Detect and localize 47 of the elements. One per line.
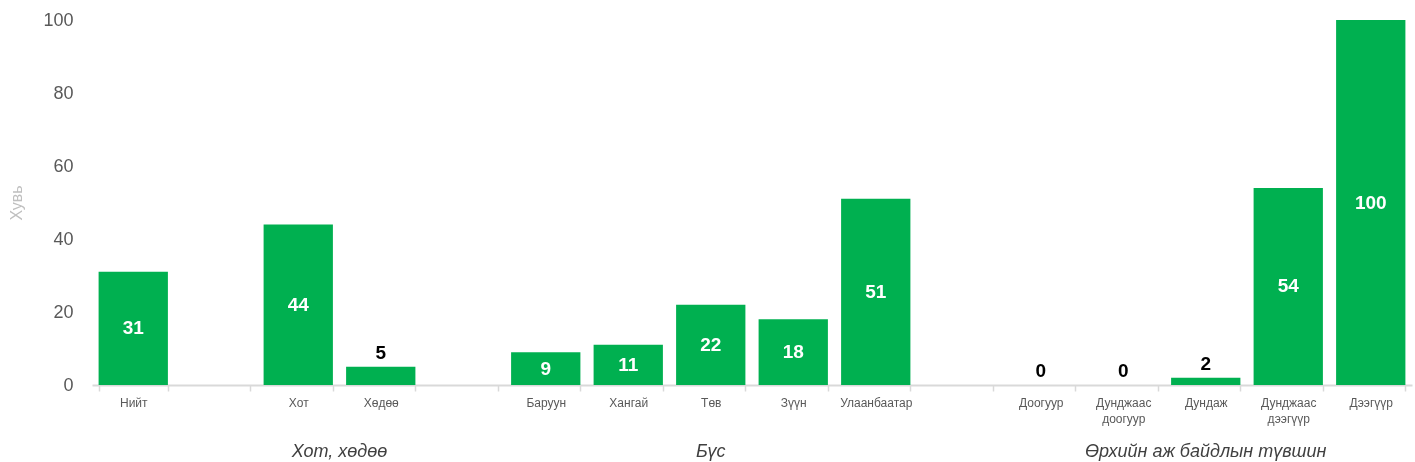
x-tick-label: Хот (288, 395, 310, 410)
data-label: 11 (618, 353, 639, 375)
x-tick-label: Дээгүүр (1349, 395, 1394, 410)
bar (841, 198, 911, 385)
bar (346, 366, 416, 385)
data-label: 0 (1117, 360, 1129, 381)
x-tick-label: Хөдөө (363, 395, 400, 410)
x-tick-label: Баруун (526, 395, 567, 410)
y-tick-label: 20 (53, 301, 74, 322)
data-label: 44 (287, 293, 310, 315)
x-tick-label: Нийт (119, 395, 149, 410)
data-label: 18 (782, 341, 804, 363)
y-tick-label: 100 (43, 9, 74, 30)
data-label: 9 (540, 357, 552, 379)
bar (676, 304, 746, 385)
data-label: 5 (375, 341, 387, 363)
bar (1336, 20, 1406, 385)
bar (758, 319, 828, 385)
y-tick-label: 60 (53, 155, 74, 176)
data-label: 54 (1277, 275, 1300, 297)
text: Өрхийн аж байдлын түвшин (1085, 441, 1327, 461)
bar (593, 344, 663, 385)
bar (263, 224, 333, 385)
x-tick-label: Дунджаас доогуур (1096, 395, 1152, 426)
bar (511, 352, 581, 385)
data-label: 100 (1354, 191, 1387, 213)
data-label: 31 (122, 317, 145, 339)
bar (1171, 377, 1241, 385)
bar (98, 271, 168, 385)
text: Бүс (695, 441, 726, 461)
data-label: 22 (700, 333, 722, 355)
x-tick-label: Төв (701, 395, 722, 410)
data-label: 51 (865, 280, 887, 302)
x-tick-label: Хангай (609, 395, 649, 410)
data-label: 2 (1200, 352, 1212, 374)
text: Хот, хөдөө (290, 441, 388, 461)
bar (1253, 187, 1323, 385)
x-tick-label: Дундаж (1184, 395, 1228, 410)
y-tick-label: 40 (53, 228, 74, 249)
x-tick-label: Доогуур (1018, 395, 1064, 410)
y-tick-label: 0 (63, 374, 74, 395)
data-label: 0 (1035, 360, 1047, 381)
x-tick-label: Улаанбаатар (840, 395, 913, 410)
x-tick-label: Зүүн (780, 395, 807, 410)
y-tick-label: 80 (53, 82, 74, 103)
y-axis-title: Хувь (7, 185, 25, 221)
x-tick-label: Дунджаас дээгүүр (1261, 395, 1317, 426)
